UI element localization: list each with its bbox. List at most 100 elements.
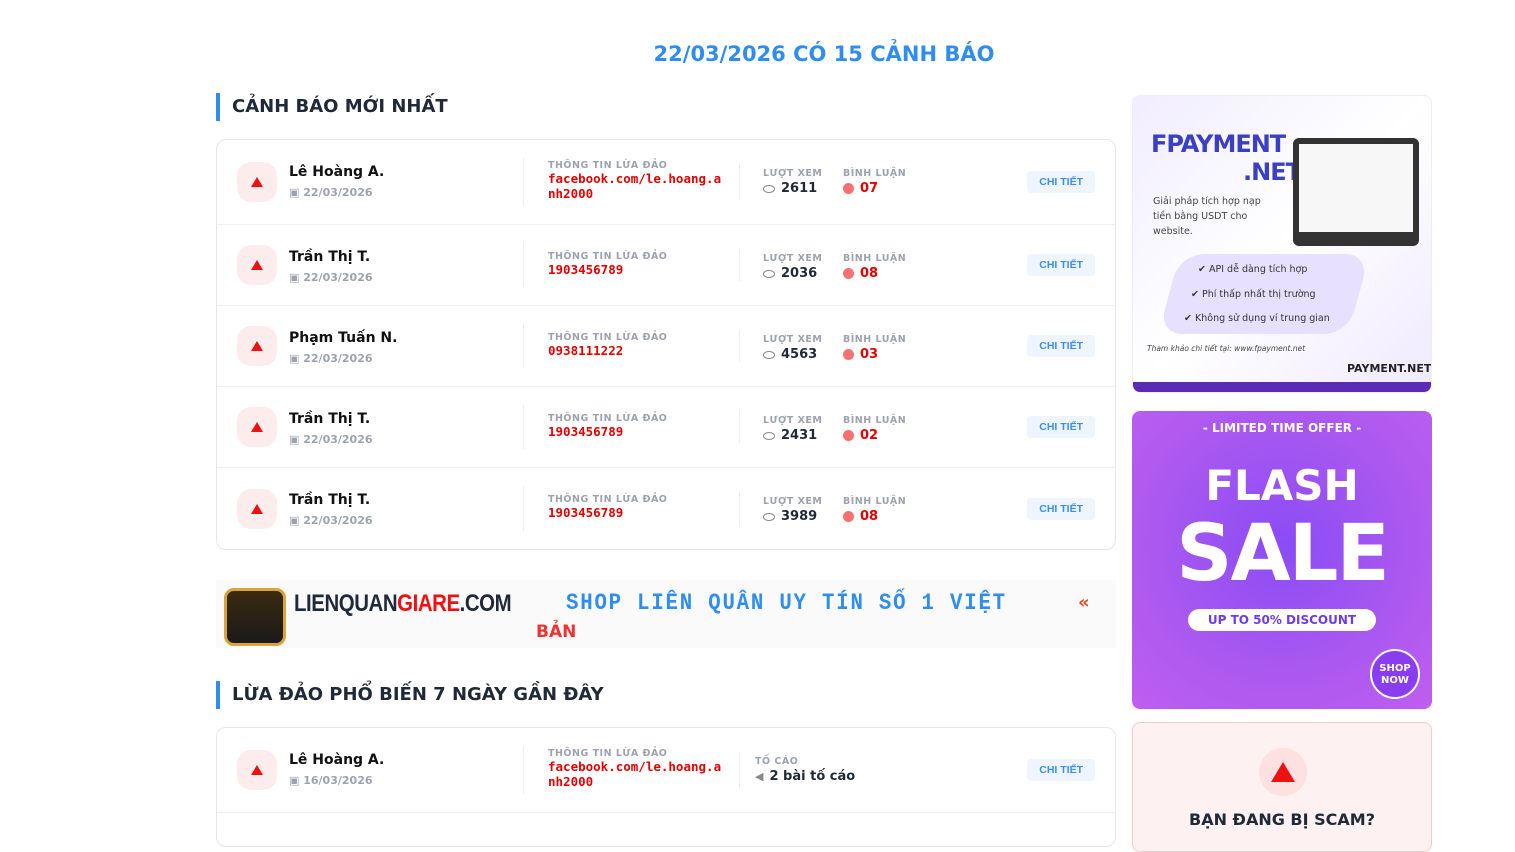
comments-label: BÌNH LUẬN: [843, 253, 907, 264]
table-row[interactable]: Phạm Tuấn N. ▣ 22/03/2026 THÔNG TIN LỪA …: [217, 306, 1115, 387]
flash-top: - LIMITED TIME OFFER -: [1202, 421, 1362, 435]
warning-icon: [1259, 748, 1307, 796]
flash-sale-ad[interactable]: - LIMITED TIME OFFER - FLASH SALE UP TO …: [1132, 411, 1432, 709]
section-title-popular: LỪA ĐẢO PHỔ BIẾN 7 NGÀY GẦN ĐÂY: [216, 681, 604, 709]
scammer-name: Trần Thị T.: [289, 411, 371, 427]
game-logo-icon: [224, 588, 286, 646]
alert-dot-icon: [843, 183, 854, 194]
scam-info: 1903456789: [548, 424, 624, 439]
calendar-icon: ▣: [289, 433, 300, 446]
warning-icon: [237, 326, 277, 366]
section-title-latest: CẢNH BÁO MỚI NHẤT: [216, 93, 448, 121]
report-date: ▣ 22/03/2026: [289, 433, 373, 446]
check-icon: ✔: [1198, 264, 1206, 275]
detail-button[interactable]: CHI TIẾT: [1027, 171, 1095, 193]
warning-icon: [237, 162, 277, 202]
eye-icon: [763, 184, 775, 193]
scammer-name: Lê Hoàng A.: [289, 752, 385, 768]
eye-icon: [763, 350, 775, 359]
report-date: ▣ 16/03/2026: [289, 774, 373, 787]
popular-alerts-list: Lê Hoàng A. ▣ 16/03/2026 THÔNG TIN LỪA Đ…: [216, 727, 1116, 847]
calendar-icon: ▣: [289, 514, 300, 527]
fpay-logo: PAYMENT.NET: [1347, 362, 1432, 375]
fpay-feature: ✔ Không sử dụng ví trung gian: [1184, 313, 1330, 324]
report-date: ▣ 22/03/2026: [289, 514, 373, 527]
table-row[interactable]: Trần Thị T. ▣ 22/03/2026 THÔNG TIN LỪA Đ…: [217, 225, 1115, 306]
scam-info: 1903456789: [548, 262, 624, 277]
views-label: LƯỢT XEM: [763, 496, 823, 507]
scam-info: facebook.com/le.hoang.anh2000: [548, 759, 722, 789]
comments-label: BÌNH LUẬN: [843, 334, 907, 345]
table-row[interactable]: Trần Thị T. ▣ 22/03/2026 THÔNG TIN LỪA Đ…: [217, 387, 1115, 468]
views-label: LƯỢT XEM: [763, 168, 823, 179]
detail-button[interactable]: CHI TIẾT: [1027, 759, 1095, 781]
detail-button[interactable]: CHI TIẾT: [1027, 254, 1095, 276]
fpay-desc: Giải pháp tích hợp nạp tiền bằng USDT ch…: [1153, 196, 1261, 237]
alert-dot-icon: [843, 511, 854, 522]
views-count: 2036: [781, 266, 818, 281]
fpay-title: FPAYMENT: [1151, 130, 1286, 158]
scam-info: 0938111222: [548, 343, 624, 358]
banner-slogan-2: BẢN: [536, 622, 577, 642]
info-label: THÔNG TIN LỪA ĐẢO: [548, 413, 668, 424]
eye-icon: [763, 512, 775, 521]
scam-help-card: BẠN ĐANG BỊ SCAM?: [1132, 722, 1432, 852]
scammer-name: Lê Hoàng A.: [289, 164, 385, 180]
comments-count: 08: [860, 509, 879, 524]
discount-pill: UP TO 50% DISCOUNT: [1188, 609, 1376, 631]
eye-icon: [763, 431, 775, 440]
comments-count: 08: [860, 266, 879, 281]
views-label: LƯỢT XEM: [763, 334, 823, 345]
comments-label: BÌNH LUẬN: [843, 168, 907, 179]
comments-count: 07: [860, 181, 879, 196]
scammer-name: Phạm Tuấn N.: [289, 330, 398, 346]
page-title: 22/03/2026 CÓ 15 CẢNH BÁO: [653, 42, 995, 66]
info-label: THÔNG TIN LỪA ĐẢO: [548, 251, 668, 262]
fpayment-ad[interactable]: FPAYMENT .NET Giải pháp tích hợp nạp tiề…: [1132, 95, 1432, 393]
fpay-footer: Tham khảo chi tiết tại: www.fpayment.net: [1147, 344, 1306, 353]
info-label: THÔNG TIN LỪA ĐẢO: [548, 160, 668, 171]
latest-alerts-list: Lê Hoàng A. ▣ 22/03/2026 THÔNG TIN LỪA Đ…: [216, 139, 1116, 550]
views-label: LƯỢT XEM: [763, 253, 823, 264]
warning-icon: [237, 488, 277, 529]
table-row[interactable]: Trần Thị T. ▣ 22/03/2026 THÔNG TIN LỪA Đ…: [217, 468, 1115, 549]
banner-logo: LIENQUANGIARE.COM: [294, 590, 512, 617]
info-label: THÔNG TIN LỪA ĐẢO: [548, 494, 668, 505]
fpay-feature: ✔ Phí thấp nhất thị trường: [1191, 288, 1316, 300]
alert-dot-icon: [843, 268, 854, 279]
comments-label: BÌNH LUẬN: [843, 496, 907, 507]
laptop-image: [1293, 138, 1419, 246]
report-count: 2 bài tố cáo: [769, 769, 856, 784]
calendar-icon: ▣: [289, 186, 300, 199]
megaphone-icon: ◀: [755, 770, 764, 783]
info-label: THÔNG TIN LỪA ĐẢO: [548, 748, 668, 759]
fpay-net: .NET: [1243, 158, 1302, 186]
scammer-name: Trần Thị T.: [289, 249, 371, 265]
report-date: ▣ 22/03/2026: [289, 352, 373, 365]
detail-button[interactable]: CHI TIẾT: [1027, 497, 1095, 520]
alert-dot-icon: [843, 349, 854, 360]
table-row[interactable]: Lê Hoàng A. ▣ 22/03/2026 THÔNG TIN LỪA Đ…: [217, 140, 1115, 225]
calendar-icon: ▣: [289, 271, 300, 284]
warning-icon: [237, 750, 277, 790]
chevrons-icon: «: [1078, 592, 1090, 613]
info-label: THÔNG TIN LỪA ĐẢO: [548, 332, 668, 343]
scam-info: 1903456789: [548, 505, 624, 520]
detail-button[interactable]: CHI TIẾT: [1027, 335, 1095, 357]
check-icon: ✔: [1184, 313, 1192, 324]
scam-title: BẠN ĐANG BỊ SCAM?: [1189, 810, 1375, 829]
table-row[interactable]: Lê Hoàng A. ▣ 16/03/2026 THÔNG TIN LỪA Đ…: [217, 728, 1115, 813]
sale-word: SALE: [1176, 509, 1390, 599]
lienquan-banner[interactable]: LIENQUANGIARE.COM SHOP LIÊN QUÂN UY TÍN …: [216, 580, 1116, 648]
views-count: 3989: [781, 509, 818, 524]
report-date: ▣ 22/03/2026: [289, 271, 373, 284]
views-count: 2431: [781, 428, 818, 443]
warning-icon: [237, 407, 277, 447]
detail-button[interactable]: CHI TIẾT: [1027, 416, 1095, 438]
views-count: 2611: [781, 181, 818, 196]
views-label: LƯỢT XEM: [763, 415, 823, 426]
views-count: 4563: [781, 347, 818, 362]
scammer-name: Trần Thị T.: [289, 492, 371, 508]
check-icon: ✔: [1191, 288, 1199, 300]
report-label: TỐ CÁO: [755, 756, 799, 767]
